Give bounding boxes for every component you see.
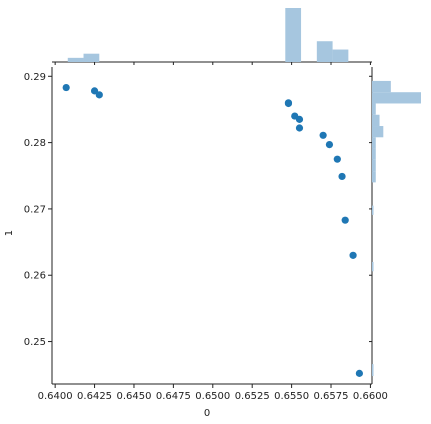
y-tick-label: 0.29 — [24, 72, 46, 83]
scatter-point — [62, 83, 70, 92]
scatter-point — [325, 140, 334, 149]
right-hist-bar — [372, 103, 376, 115]
right-hist-bar — [372, 148, 376, 160]
right-hist-bar — [372, 171, 376, 183]
x-tick-label: 0.6450 — [116, 391, 151, 402]
scatter-point — [90, 87, 99, 95]
right-hist-bar — [372, 205, 374, 215]
right-hist-bar — [372, 126, 384, 138]
y-tick-label: 0.27 — [24, 204, 46, 215]
y-tick-label: 0.26 — [24, 271, 46, 282]
right-hist-bar — [372, 137, 376, 149]
top-hist-bar — [332, 49, 349, 62]
right-hist-bar — [372, 92, 421, 104]
right-hist-bar — [372, 261, 374, 272]
x-tick-label: 0.6550 — [274, 391, 309, 402]
top-hist-bar — [67, 57, 84, 62]
joint-axes: 0.6400 0.6425 0.6450 0.6475 0.6500 0.6525 0.65… — [24, 67, 388, 402]
scatter-point — [295, 115, 304, 123]
x-tick-label: 0.6525 — [235, 391, 270, 402]
top-hist-bar — [83, 53, 100, 62]
x-tick-label: 0.6500 — [195, 391, 230, 402]
scatter-point — [333, 155, 341, 163]
scatter-point — [349, 251, 357, 259]
y-axis-label: 1 — [4, 230, 15, 236]
top-marginal-histogram — [52, 8, 372, 65]
x-tick-label: 0.6575 — [314, 391, 349, 402]
right-marginal-histogram — [369, 67, 421, 384]
scatter-point — [338, 172, 346, 181]
scatter-point — [341, 216, 349, 224]
x-tick-label: 0.6600 — [353, 391, 388, 402]
right-hist-bar — [372, 364, 374, 377]
scatter-point — [295, 124, 304, 132]
scatter-point — [284, 99, 293, 107]
top-hist-bar — [316, 41, 333, 62]
x-axis-label: 0 — [204, 408, 210, 419]
scatter-point — [95, 91, 103, 99]
x-tick-label: 0.6475 — [156, 391, 191, 402]
right-hist-bar — [372, 159, 376, 172]
scatter-points — [62, 83, 363, 377]
y-tick-label: 0.25 — [24, 337, 46, 348]
scatter-point — [319, 131, 327, 139]
right-hist-bar — [372, 80, 391, 93]
right-hist-bar — [372, 114, 380, 127]
top-hist-bar — [285, 8, 302, 62]
x-tick-label: 0.6400 — [38, 391, 73, 402]
x-tick-label: 0.6425 — [77, 391, 112, 402]
scatter-point — [355, 369, 363, 377]
y-tick-label: 0.28 — [24, 138, 46, 149]
